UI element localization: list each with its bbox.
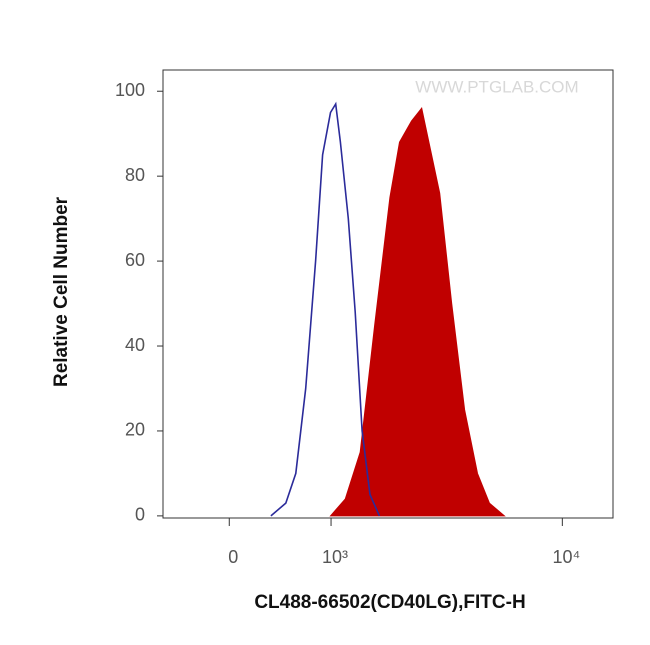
plot-frame bbox=[162, 69, 614, 519]
y-tick-label: 100 bbox=[115, 80, 145, 100]
y-tick-label: 20 bbox=[125, 420, 145, 440]
x-tick-label: 0 bbox=[228, 547, 238, 567]
histogram-line bbox=[270, 101, 381, 517]
y-tick-label: 60 bbox=[125, 250, 145, 270]
y-axis-title: Relative Cell Number bbox=[51, 196, 72, 387]
y-tick-label: 0 bbox=[135, 505, 145, 525]
y-tick-label: 40 bbox=[125, 335, 145, 355]
histogram-area bbox=[329, 107, 506, 517]
watermark: WWW.PTGLAB.COM bbox=[415, 77, 578, 96]
x-tick-label: 10⁴ bbox=[552, 547, 580, 567]
y-tick-label: 80 bbox=[125, 165, 145, 185]
x-tick-label: 10³ bbox=[322, 547, 348, 567]
x-axis-title: CL488-66502(CD40LG),FITC-H bbox=[254, 592, 525, 613]
